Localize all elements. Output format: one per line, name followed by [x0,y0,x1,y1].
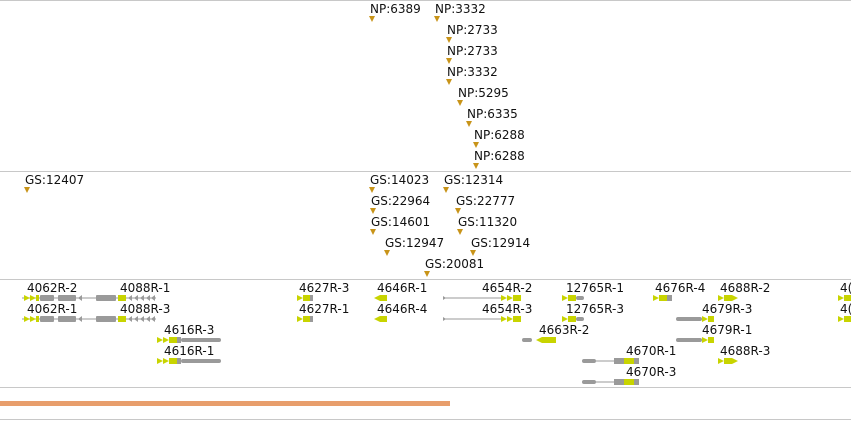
gene-label[interactable]: 4654R-3 [482,302,533,316]
gene-label[interactable]: 12765R-3 [566,302,624,316]
gene-model-4679R-3[interactable] [676,315,716,323]
np-feature-label[interactable]: NP:3332 [435,2,486,16]
feature-marker-icon[interactable] [384,250,390,256]
gene-model-4676R-4[interactable] [653,294,675,302]
selection-range-bar[interactable] [0,401,450,406]
feature-marker-icon[interactable] [24,187,30,193]
gene-model-4663R-2[interactable] [522,336,560,344]
feature-marker-icon[interactable] [370,208,376,214]
gene-label[interactable]: 4679R-3 [702,302,753,316]
gene-model-4654R-2[interactable] [443,294,523,302]
track-divider-bottom [0,419,851,420]
gs-feature-label[interactable]: GS:12407 [25,173,85,187]
gs-feature-label[interactable]: GS:12314 [444,173,504,187]
gene-label[interactable]: 4646R-4 [377,302,428,316]
feature-marker-icon[interactable] [473,142,479,148]
gs-feature-label[interactable]: GS:22777 [456,194,516,208]
gene-model-4679R-1[interactable] [676,336,716,344]
gene-label[interactable]: 4627R-1 [299,302,350,316]
feature-marker-icon[interactable] [457,229,463,235]
gene-label[interactable]: 4688R-2 [720,281,771,295]
gs-feature-label[interactable]: GS:14023 [370,173,430,187]
np-feature-label[interactable]: NP:6288 [474,128,525,142]
gs-feature-label[interactable]: GS:22964 [371,194,431,208]
gene-model-12765R-1[interactable] [562,294,586,302]
gs-feature-label[interactable]: GS:12947 [385,236,445,250]
gs-feature-label[interactable]: GS:14601 [371,215,431,229]
feature-marker-icon[interactable] [455,208,461,214]
gene-label[interactable]: 4062R-1 [27,302,78,316]
np-feature-label[interactable]: NP:2733 [447,44,498,58]
np-feature-label[interactable]: NP:6335 [467,107,518,121]
feature-marker-icon[interactable] [473,163,479,169]
feature-marker-icon[interactable] [434,16,440,22]
np-feature-label[interactable]: NP:6389 [370,2,421,16]
gene-model-4062R-2[interactable] [22,294,162,302]
gene-model-4616R-1[interactable] [157,357,223,365]
gene-model-edge-2[interactable] [838,315,851,323]
gene-label[interactable]: 4( [840,302,851,316]
feature-marker-icon[interactable] [369,187,375,193]
gene-model-4670R-3[interactable] [582,378,642,386]
np-feature-label[interactable]: NP:6288 [474,149,525,163]
feature-marker-icon[interactable] [369,16,375,22]
feature-marker-icon[interactable] [370,229,376,235]
track-divider [0,171,851,172]
feature-marker-icon[interactable] [457,100,463,106]
np-feature-label[interactable]: NP:3332 [447,65,498,79]
gene-model-4654R-3[interactable] [443,315,523,323]
gs-feature-label[interactable]: GS:12914 [471,236,531,250]
gene-label[interactable]: 4679R-1 [702,323,753,337]
gene-model-4688R-2[interactable] [718,294,744,302]
gene-model-4062R-1[interactable] [22,315,162,323]
gene-label[interactable]: 4663R-2 [539,323,590,337]
feature-marker-icon[interactable] [470,250,476,256]
gene-label[interactable]: 4688R-3 [720,344,771,358]
gene-model-4627R-3[interactable] [297,294,317,302]
gene-model-4646R-4[interactable] [374,315,390,323]
gene-label[interactable]: 12765R-1 [566,281,624,295]
gene-model-edge-1[interactable] [838,294,851,302]
gene-label[interactable]: 4616R-3 [164,323,215,337]
gene-label[interactable]: 4088R-3 [120,302,171,316]
feature-marker-icon[interactable] [446,58,452,64]
np-feature-label[interactable]: NP:2733 [447,23,498,37]
gene-model-4646R-1[interactable] [374,294,390,302]
gene-model-4688R-3[interactable] [718,357,744,365]
gene-model-4627R-1[interactable] [297,315,317,323]
feature-marker-icon[interactable] [446,79,452,85]
gene-label[interactable]: 4670R-3 [626,365,677,379]
gs-feature-label[interactable]: GS:20081 [425,257,485,271]
gene-label[interactable]: 4088R-1 [120,281,171,295]
feature-marker-icon[interactable] [466,121,472,127]
gene-label[interactable]: 4670R-1 [626,344,677,358]
feature-marker-icon[interactable] [443,187,449,193]
feature-marker-icon[interactable] [446,37,452,43]
gene-label[interactable]: 4646R-1 [377,281,428,295]
feature-marker-icon[interactable] [424,271,430,277]
gs-feature-label[interactable]: GS:11320 [458,215,518,229]
gene-label[interactable]: 4616R-1 [164,344,215,358]
gene-model-4670R-1[interactable] [582,357,642,365]
gene-label[interactable]: 4627R-3 [299,281,350,295]
gene-model-4616R-3[interactable] [157,336,223,344]
track-divider [0,279,851,280]
gene-label[interactable]: 4654R-2 [482,281,533,295]
gene-label[interactable]: 4676R-4 [655,281,706,295]
track-divider [0,387,851,388]
gene-model-12765R-3[interactable] [562,315,586,323]
gene-label[interactable]: 4062R-2 [27,281,78,295]
np-feature-label[interactable]: NP:5295 [458,86,509,100]
track-divider-top [0,0,851,1]
gene-label[interactable]: 4( [840,281,851,295]
